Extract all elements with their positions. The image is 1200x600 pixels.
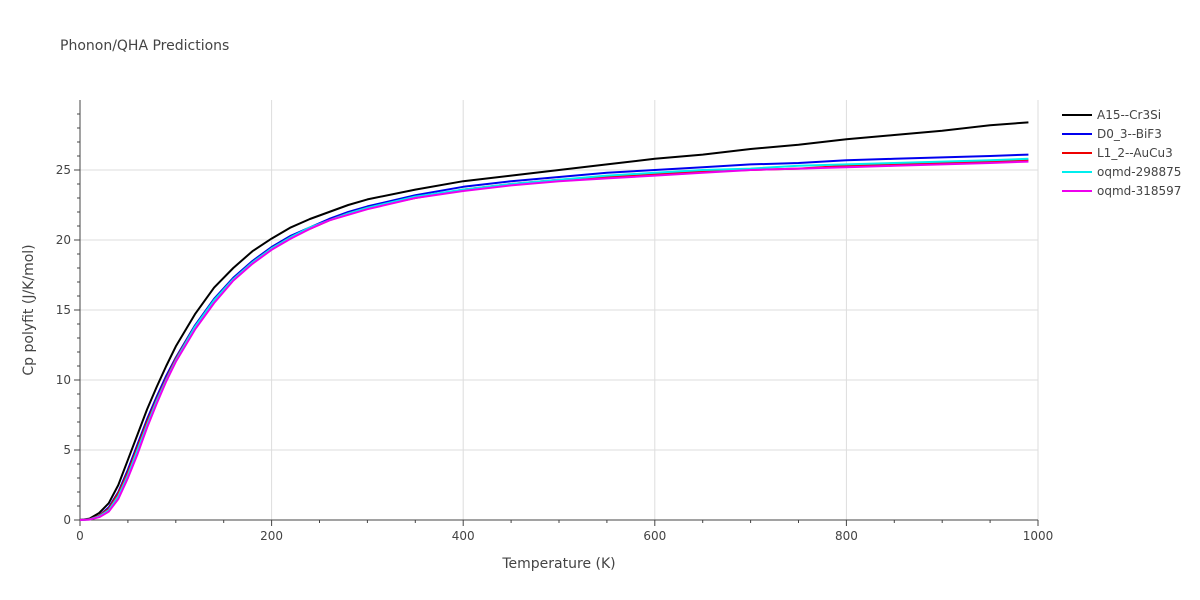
legend-label: L1_2--AuCu3 [1097, 146, 1173, 160]
series-line-l1-2-aucu3 [79, 159, 1029, 521]
series-line-a15-cr3si [79, 121, 1029, 521]
axes: 0 200 400 600 800 1000 0 5 10 15 20 25 [56, 100, 1054, 543]
y-tick-label: 15 [56, 303, 71, 317]
legend-item[interactable]: oqmd-298875 [1062, 165, 1181, 179]
x-tick-label: 600 [643, 529, 666, 543]
x-tick-label: 0 [76, 529, 84, 543]
legend-item[interactable]: D0_3--BiF3 [1062, 127, 1162, 141]
legend-item[interactable]: L1_2--AuCu3 [1062, 146, 1173, 160]
series-line-oqmd-298875 [79, 157, 1029, 521]
chart-title: Phonon/QHA Predictions [60, 38, 229, 54]
legend-label: oqmd-298875 [1097, 165, 1181, 179]
x-tick-label: 800 [835, 529, 858, 543]
x-tick-label: 400 [452, 529, 475, 543]
legend-label: D0_3--BiF3 [1097, 127, 1162, 141]
y-tick-label: 5 [63, 443, 71, 457]
legend-label: A15--Cr3Si [1097, 108, 1161, 122]
series-layer [79, 121, 1029, 521]
series-line-oqmd-318597 [79, 160, 1029, 521]
legend-item[interactable]: A15--Cr3Si [1062, 108, 1161, 122]
x-axis-title: Temperature (K) [501, 556, 615, 572]
legend-label: oqmd-318597 [1097, 184, 1181, 198]
y-tick-label: 20 [56, 233, 71, 247]
series-line-d0-3-bif3 [79, 153, 1029, 521]
x-tick-label: 200 [260, 529, 283, 543]
y-tick-label: 25 [56, 163, 71, 177]
legend-item[interactable]: oqmd-318597 [1062, 184, 1181, 198]
y-tick-label: 10 [56, 373, 71, 387]
y-tick-label: 0 [63, 513, 71, 527]
legend[interactable]: A15--Cr3Si D0_3--BiF3 L1_2--AuCu3 oqmd-2988… [1062, 108, 1181, 198]
y-axis-title: Cp polyfit (J/K/mol) [21, 244, 37, 375]
x-tick-label: 1000 [1023, 529, 1054, 543]
